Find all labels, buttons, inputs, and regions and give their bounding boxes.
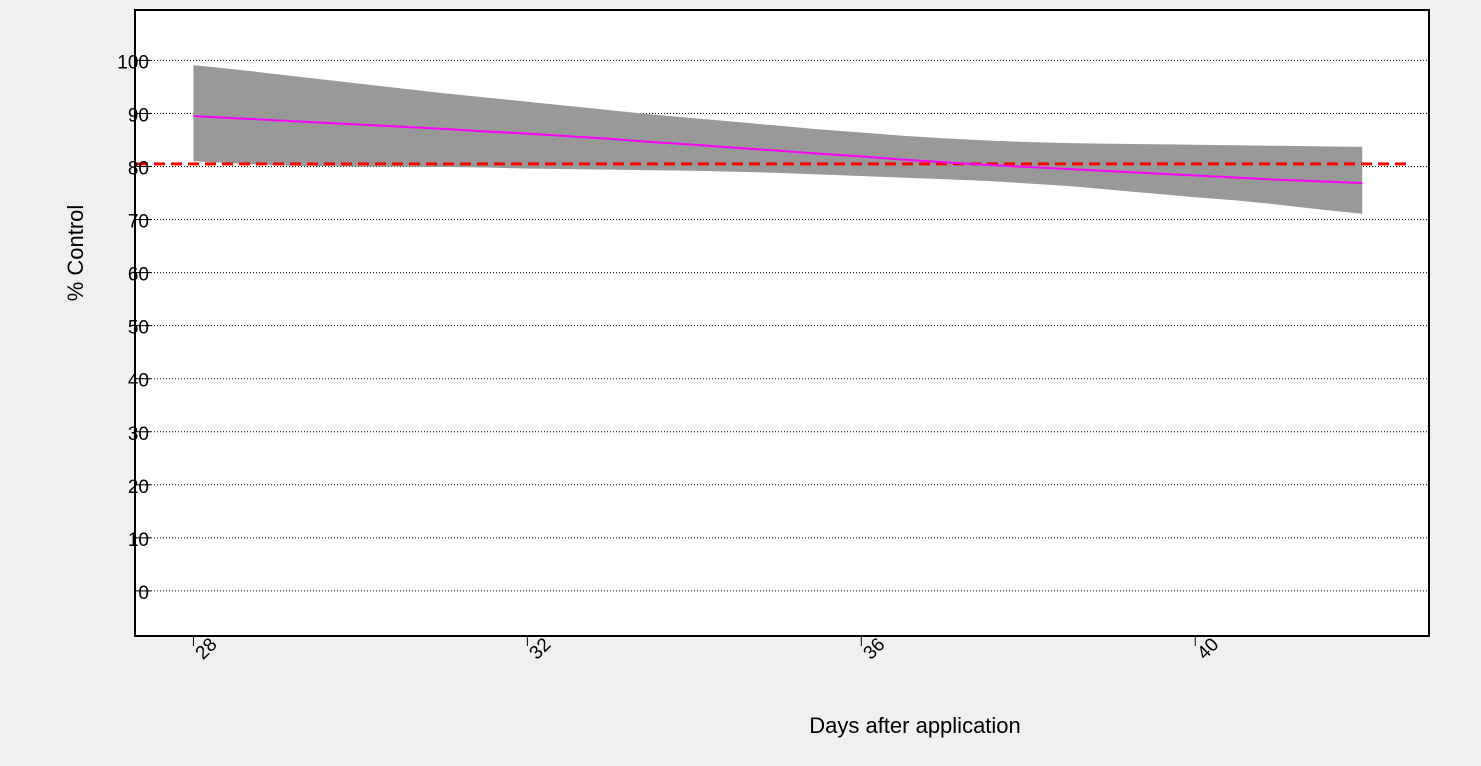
y-tick-label: 80 xyxy=(128,159,149,180)
y-tick-label: 40 xyxy=(128,371,149,392)
y-tick-label: 20 xyxy=(128,477,149,498)
y-tick-label: 70 xyxy=(128,212,149,233)
confidence-band xyxy=(193,65,1363,214)
y-axis-ticks: 0 10 20 30 40 50 60 70 80 90 100 xyxy=(117,52,151,604)
estimate-line xyxy=(193,115,1363,184)
gridlines xyxy=(136,59,1428,592)
y-tick-label: 90 xyxy=(128,105,149,126)
confidence-band-area xyxy=(193,65,1363,214)
y-tick-label: 0 xyxy=(138,583,149,604)
x-tick-label: 28 xyxy=(192,634,222,664)
x-axis-ticks: 28 32 36 40 xyxy=(192,634,1224,664)
estimate-line-group xyxy=(193,115,1363,184)
y-axis-label: % Control xyxy=(63,205,88,302)
y-tick-label: 30 xyxy=(128,424,149,445)
y-tick-label: 10 xyxy=(128,530,149,551)
x-tick-label: 32 xyxy=(526,634,556,664)
x-axis-label: Days after application xyxy=(809,713,1021,738)
y-tick-label: 100 xyxy=(117,52,149,73)
x-tick-label: 36 xyxy=(860,634,890,664)
y-tick-label: 50 xyxy=(128,318,149,339)
x-tick-label: 40 xyxy=(1193,634,1223,664)
y-tick-label: 60 xyxy=(128,265,149,286)
